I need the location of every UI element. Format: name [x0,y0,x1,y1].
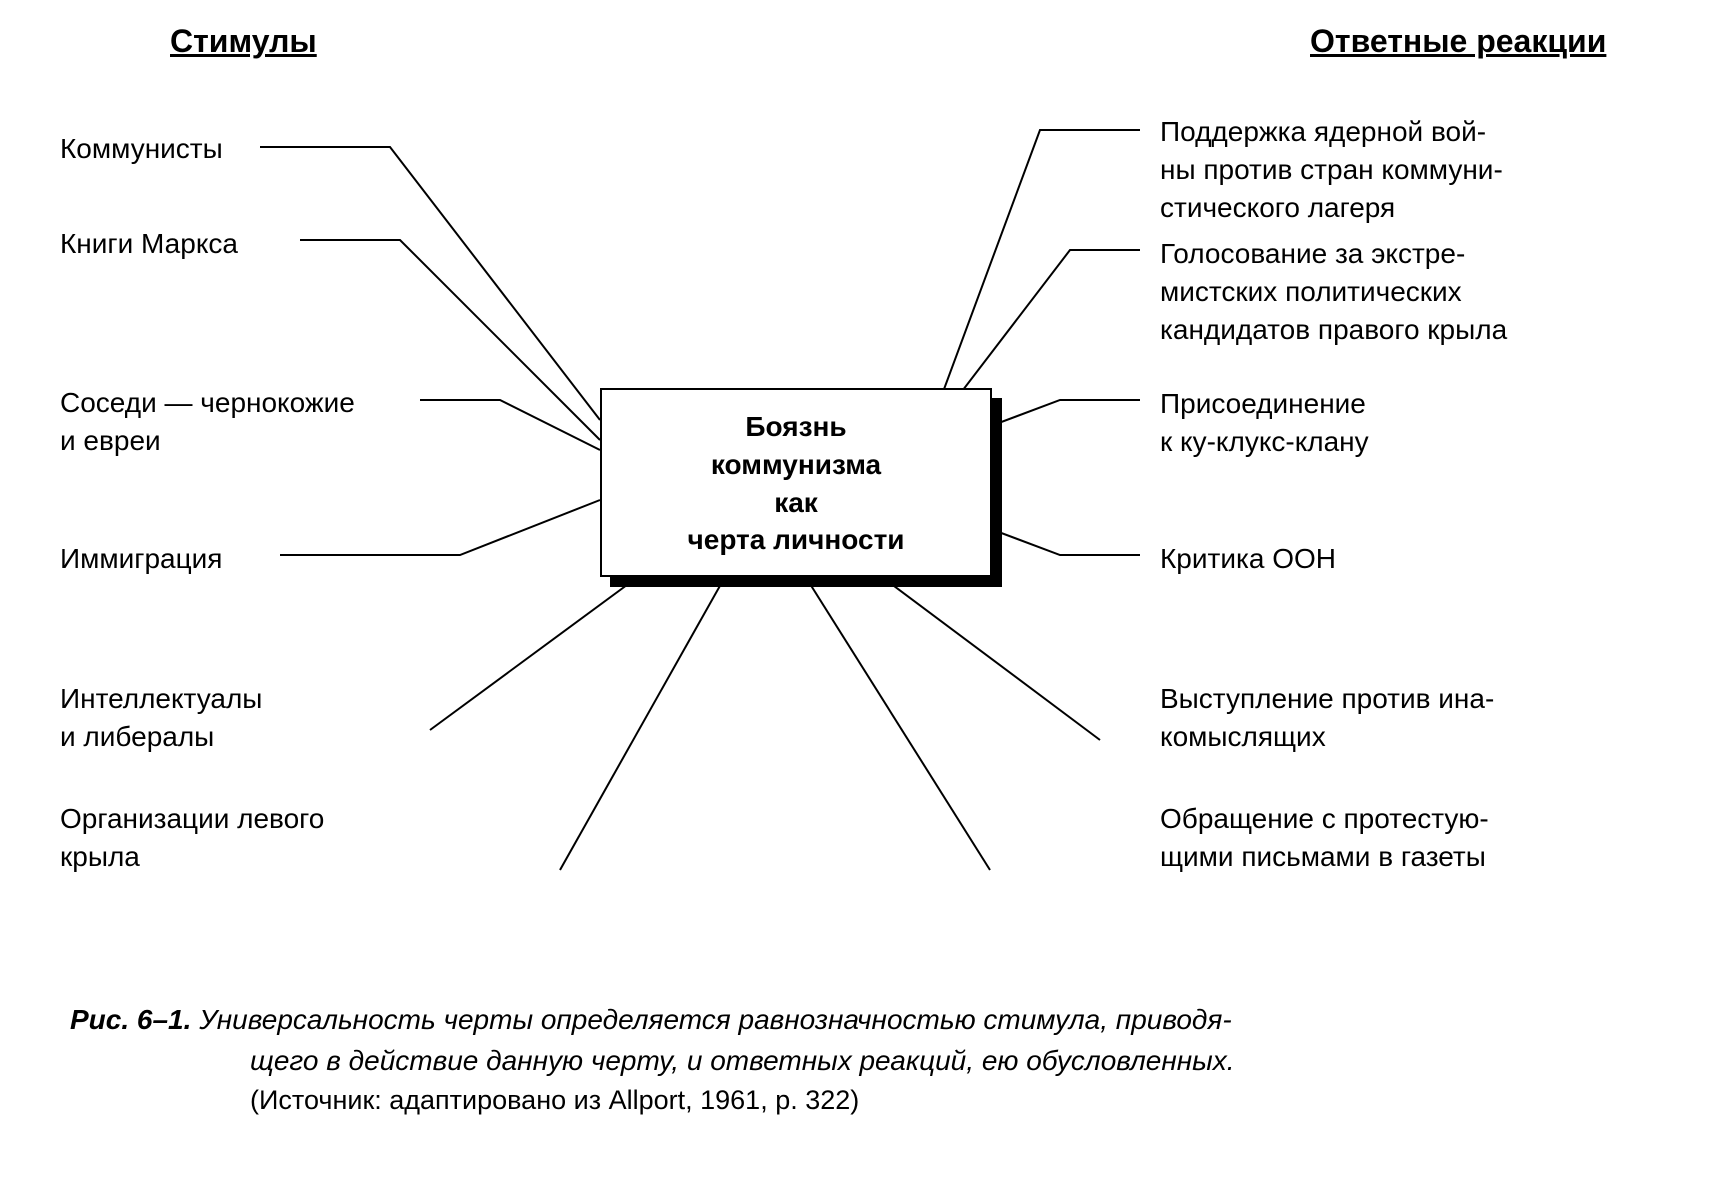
connector-lines [0,0,1731,1184]
diagram-page: Стимулы Ответные реакции Боязнькоммунизм… [0,0,1731,1184]
center-trait-box: Боязнькоммунизмакакчерта личности [600,388,992,577]
